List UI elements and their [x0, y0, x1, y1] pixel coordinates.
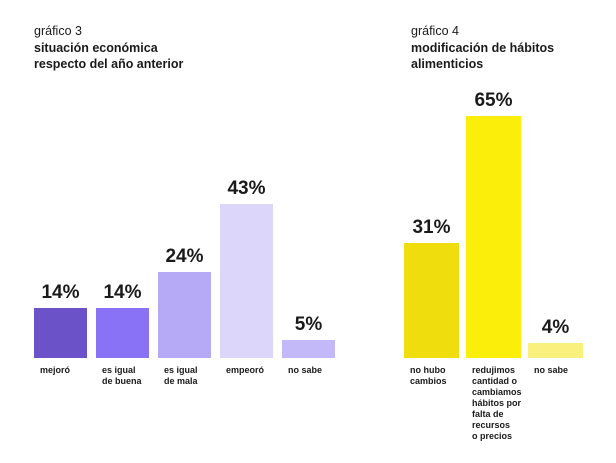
bar: [466, 116, 521, 358]
category-label-line: no hubo: [410, 365, 446, 375]
data-label: 4%: [541, 317, 570, 338]
category-label: es igual de mala: [164, 365, 198, 387]
category-label-line: es igual: [164, 365, 198, 375]
category-label: mejoró: [40, 365, 70, 376]
bar: [282, 340, 335, 358]
category-label: no sabe: [288, 365, 322, 376]
category-label-line: mejoró: [40, 365, 71, 375]
category-label-line: redujimos: [472, 365, 516, 375]
category-label-line: falta de: [472, 409, 504, 419]
data-label: 31%: [412, 217, 451, 238]
chart-title-line: situación económica: [34, 41, 158, 55]
data-label: 24%: [165, 246, 204, 267]
bar: [220, 204, 273, 358]
bar: [34, 308, 87, 358]
category-label: es igual de buena: [102, 365, 142, 387]
figure-label: gráfico 4: [411, 24, 459, 38]
category-label-line: empeoró: [226, 365, 265, 375]
data-label: 43%: [227, 178, 266, 199]
chart-situacion-economica: gráfico 3 situación económica respecto d…: [34, 24, 335, 387]
bar: [528, 343, 583, 358]
category-label-line: de mala: [164, 376, 198, 386]
category-label-line: cantidad o: [472, 376, 518, 386]
bar: [96, 308, 149, 358]
chart-title: modificación de hábitos alimenticios: [411, 40, 616, 72]
category-label-line: cambios: [410, 376, 447, 386]
bar: [158, 272, 211, 358]
category-label-line: o precios: [472, 431, 513, 441]
chart-habitos-alimenticios: gráfico 4 modificación de hábitos alimen…: [380, 0, 616, 463]
category-label-line: recursos: [472, 420, 511, 430]
chart-title-line: respecto del año anterior: [34, 57, 184, 71]
category-label: redujimos cantidad o cambiamos hábitos por f…: [472, 365, 522, 442]
category-label: no sabe: [534, 365, 568, 376]
category-label-line: de buena: [102, 376, 142, 386]
category-label: no hubo cambios: [410, 365, 447, 387]
category-label-line: cambiamos: [472, 387, 522, 397]
category-label-line: no sabe: [288, 365, 323, 375]
figure-label: gráfico 3: [34, 24, 82, 38]
chart-title-line: alimenticios: [411, 57, 484, 71]
category-label: empeoró: [226, 365, 264, 376]
data-label: 14%: [103, 282, 142, 303]
chart-title-line: modificación de hábitos: [411, 41, 555, 55]
bar: [404, 243, 459, 358]
category-label-line: es igual: [102, 365, 136, 375]
data-label: 65%: [474, 90, 513, 111]
data-label: 5%: [294, 314, 323, 335]
data-label: 14%: [41, 282, 80, 303]
chart-title: situación económica respecto del año ant…: [34, 40, 254, 72]
category-label-line: no sabe: [534, 365, 569, 375]
category-label-line: hábitos por: [472, 398, 521, 408]
